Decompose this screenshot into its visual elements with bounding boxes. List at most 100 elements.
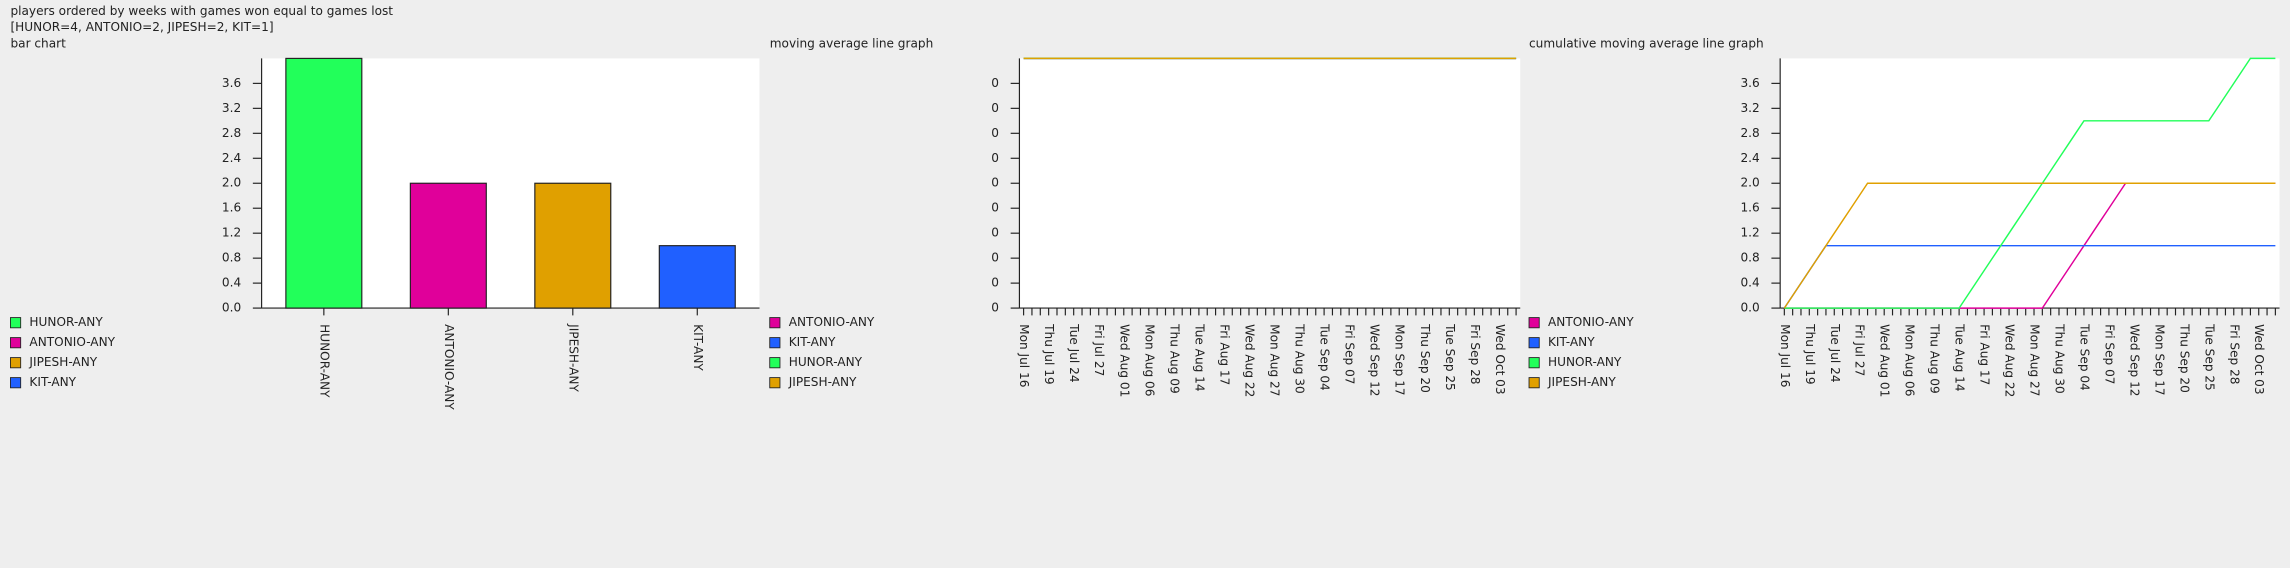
y-tick-label: 0 — [991, 251, 999, 265]
x-tick-label: Fri Jul 27 — [1092, 324, 1106, 376]
x-tick-label: Wed Oct 03 — [2252, 324, 2266, 394]
x-tick-label: Mon Aug 27 — [2028, 324, 2042, 396]
x-tick-label: Tue Aug 14 — [1192, 323, 1206, 392]
legend-label: HUNOR-ANY — [789, 355, 863, 369]
y-tick-label: 0.8 — [222, 251, 241, 265]
y-tick-label: 0 — [991, 176, 999, 190]
y-tick-label: 0 — [991, 101, 999, 115]
y-tick-label: 0.4 — [222, 276, 242, 290]
x-tick-label: Wed Aug 22 — [1242, 324, 1256, 397]
legend-swatch — [10, 357, 22, 369]
x-tick-label: Thu Sep 20 — [2177, 323, 2191, 393]
x-tick-label: Tue Sep 25 — [1443, 323, 1457, 391]
legend-swatch — [769, 337, 781, 349]
legend-swatch — [769, 377, 781, 389]
legend-label: ANTONIO-ANY — [1548, 315, 1634, 329]
y-tick-label: 0.0 — [1740, 301, 1759, 315]
page-title: players ordered by weeks with games won … — [10, 4, 393, 18]
x-tick-label: Mon Sep 17 — [1393, 324, 1407, 395]
y-tick-label: 0 — [991, 226, 999, 240]
x-tick-label: Mon Jul 16 — [1778, 324, 1792, 387]
x-tick-label: Thu Aug 30 — [1293, 323, 1307, 394]
x-tick-label: Mon Sep 17 — [2152, 324, 2166, 395]
x-tick-label: Fri Aug 17 — [1217, 324, 1231, 385]
legend-label: ANTONIO-ANY — [789, 315, 875, 329]
plot-area — [1019, 58, 1521, 309]
x-tick-label: Wed Oct 03 — [1493, 324, 1507, 394]
bar — [409, 182, 487, 309]
x-tick-label: Tue Jul 24 — [1828, 323, 1842, 383]
y-tick-label: 1.6 — [1740, 201, 1759, 215]
bar — [658, 245, 736, 309]
x-tick-label: Tue Sep 04 — [1318, 323, 1332, 391]
legend-swatch — [10, 337, 22, 349]
x-tick-label: Wed Aug 01 — [1117, 324, 1131, 397]
x-tick-label: Mon Jul 16 — [1017, 324, 1031, 387]
legend-label: JIPESH-ANY — [788, 375, 857, 389]
legend-swatch — [1528, 357, 1540, 369]
x-tick-label: Wed Aug 01 — [1878, 324, 1892, 397]
y-tick-label: 0.8 — [1740, 251, 1759, 265]
x-tick-label: Wed Sep 12 — [1368, 324, 1382, 396]
x-tick-label: Tue Sep 25 — [2202, 323, 2216, 391]
y-tick-label: 0.0 — [222, 301, 241, 315]
y-tick-label: 2.8 — [1740, 126, 1759, 140]
x-tick-label: ANTONIO-ANY — [442, 324, 456, 410]
x-tick-label: Thu Jul 19 — [1042, 323, 1056, 384]
legend-label: JIPESH-ANY — [28, 355, 97, 369]
x-tick-label: Mon Aug 06 — [1903, 324, 1917, 396]
legend-label: HUNOR-ANY — [1548, 355, 1622, 369]
x-tick-label: Thu Aug 09 — [1167, 323, 1181, 394]
x-tick-label: Fri Sep 28 — [1468, 324, 1482, 384]
series-line — [1783, 244, 2276, 309]
x-tick-label: Fri Sep 07 — [1343, 324, 1357, 384]
legend-swatch — [1528, 317, 1540, 329]
x-tick-label: Thu Aug 09 — [1928, 323, 1942, 394]
bar — [285, 57, 363, 309]
y-tick-label: 3.6 — [222, 76, 241, 90]
y-tick-label: 0 — [991, 151, 999, 165]
legend-swatch — [10, 317, 22, 329]
x-tick-label: HUNOR-ANY — [317, 324, 331, 398]
y-tick-label: 3.6 — [1740, 76, 1759, 90]
legend-swatch — [10, 377, 22, 389]
legend-swatch — [769, 357, 781, 369]
x-tick-label: Fri Jul 27 — [1853, 324, 1867, 376]
x-tick-label: Tue Sep 04 — [2077, 323, 2091, 391]
page-summary: [HUNOR=4, ANTONIO=2, JIPESH=2, KIT=1] — [10, 20, 273, 34]
y-tick-label: 3.2 — [222, 101, 241, 115]
y-tick-label: 2.8 — [222, 126, 241, 140]
y-tick-label: 0 — [991, 201, 999, 215]
x-tick-label: Tue Aug 14 — [1953, 323, 1967, 392]
x-tick-label: Wed Sep 12 — [2127, 324, 2141, 396]
y-tick-label: 0 — [991, 76, 999, 90]
x-tick-label: Mon Aug 27 — [1268, 324, 1282, 396]
x-tick-label: KIT-ANY — [691, 324, 705, 371]
y-tick-label: 2.0 — [1740, 176, 1759, 190]
legend-swatch — [769, 317, 781, 329]
x-tick-label: JIPESH-ANY — [566, 323, 580, 392]
x-tick-label: Thu Jul 19 — [1803, 323, 1817, 384]
series-line — [1783, 182, 2276, 309]
y-tick-label: 0 — [991, 301, 999, 315]
legend-label: KIT-ANY — [789, 335, 836, 349]
chart-title: bar chart — [10, 36, 66, 50]
legend-swatch — [1528, 337, 1540, 349]
x-tick-label: Tue Jul 24 — [1067, 323, 1081, 383]
y-tick-label: 0 — [991, 126, 999, 140]
x-tick-label: Fri Sep 07 — [2102, 324, 2116, 384]
y-tick-label: 0 — [991, 276, 999, 290]
bar — [534, 182, 612, 309]
y-tick-label: 2.0 — [222, 176, 241, 190]
y-tick-label: 2.4 — [1740, 151, 1760, 165]
legend-swatch — [1528, 377, 1540, 389]
x-tick-label: Wed Aug 22 — [2003, 324, 2017, 397]
y-tick-label: 1.2 — [222, 226, 241, 240]
legend-label: KIT-ANY — [1548, 335, 1595, 349]
legend-label: JIPESH-ANY — [1547, 375, 1616, 389]
x-tick-label: Thu Aug 30 — [2052, 323, 2066, 394]
chart-title: cumulative moving average line graph — [1529, 36, 1764, 50]
series-line — [1784, 57, 2276, 309]
